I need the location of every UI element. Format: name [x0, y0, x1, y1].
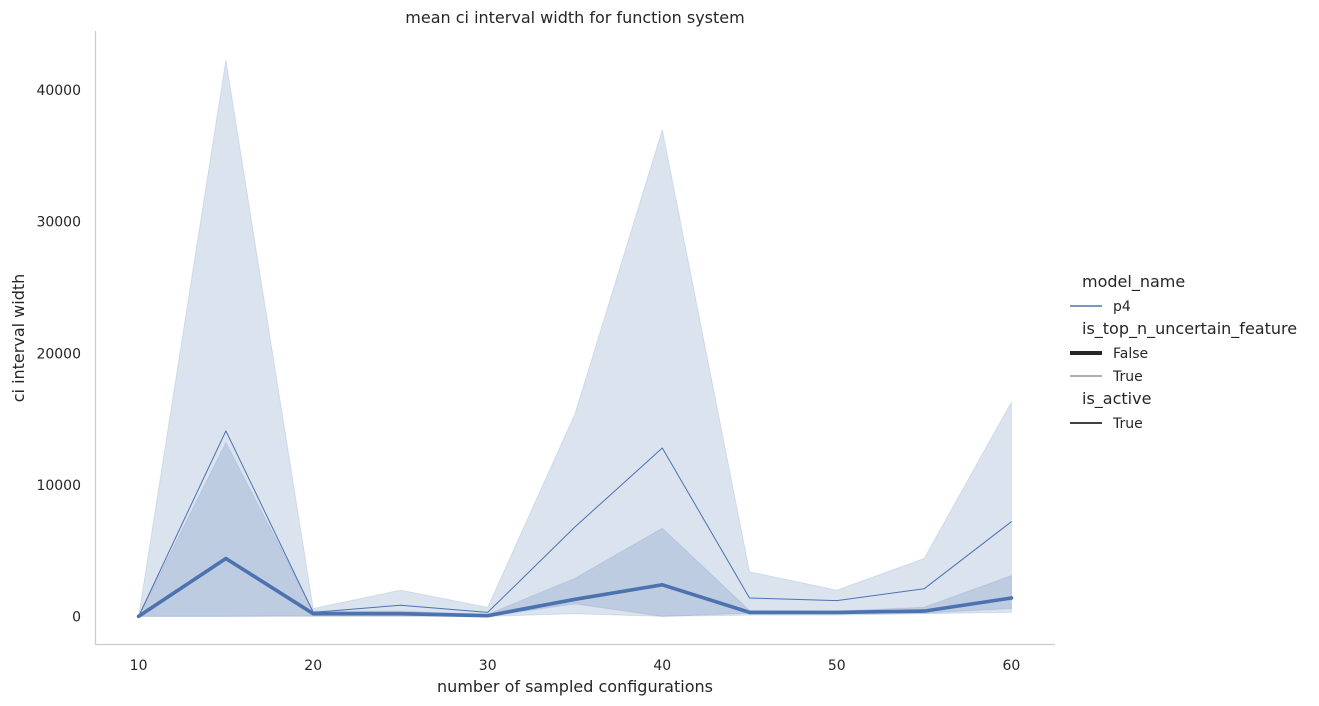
chart-title: mean ci interval width for function syst…	[405, 8, 744, 27]
y-tick-labels: 0 10000 20000 30000 40000	[36, 83, 81, 625]
legend-entry-label: True	[1112, 416, 1143, 432]
legend-section-title: is_active	[1082, 389, 1151, 409]
y-tick-label: 40000	[36, 83, 81, 99]
series-lines	[136, 430, 1014, 619]
x-tick-label: 60	[1002, 658, 1020, 674]
legend-entry-label: False	[1113, 346, 1148, 362]
x-tick-label: 10	[130, 658, 148, 674]
x-tick-labels: 10 20 30 40 50 60	[130, 658, 1021, 674]
confidence-bands	[137, 59, 1012, 617]
y-tick-label: 10000	[36, 478, 81, 494]
y-tick-label: 30000	[36, 215, 81, 231]
x-tick-label: 50	[828, 658, 846, 674]
legend-entry-label: True	[1112, 369, 1143, 385]
axes	[94, 31, 1055, 646]
x-tick-label: 20	[304, 658, 322, 674]
legend-section-title: is_top_n_uncertain_feature	[1082, 319, 1297, 339]
y-tick-label: 0	[72, 609, 81, 625]
series-line-true	[138, 430, 1012, 617]
legend: model_name p4 is_top_n_uncertain_feature Fa…	[1070, 272, 1297, 432]
series-line-false	[136, 556, 1014, 619]
x-tick-label: 30	[479, 658, 497, 674]
legend-entry-label: p4	[1113, 299, 1131, 315]
legend-section-title: model_name	[1082, 272, 1185, 292]
y-tick-label: 20000	[36, 346, 81, 362]
x-axis-label: number of sampled configurations	[437, 677, 713, 696]
x-tick-label: 40	[653, 658, 671, 674]
y-axis-label: ci interval width	[9, 274, 28, 403]
